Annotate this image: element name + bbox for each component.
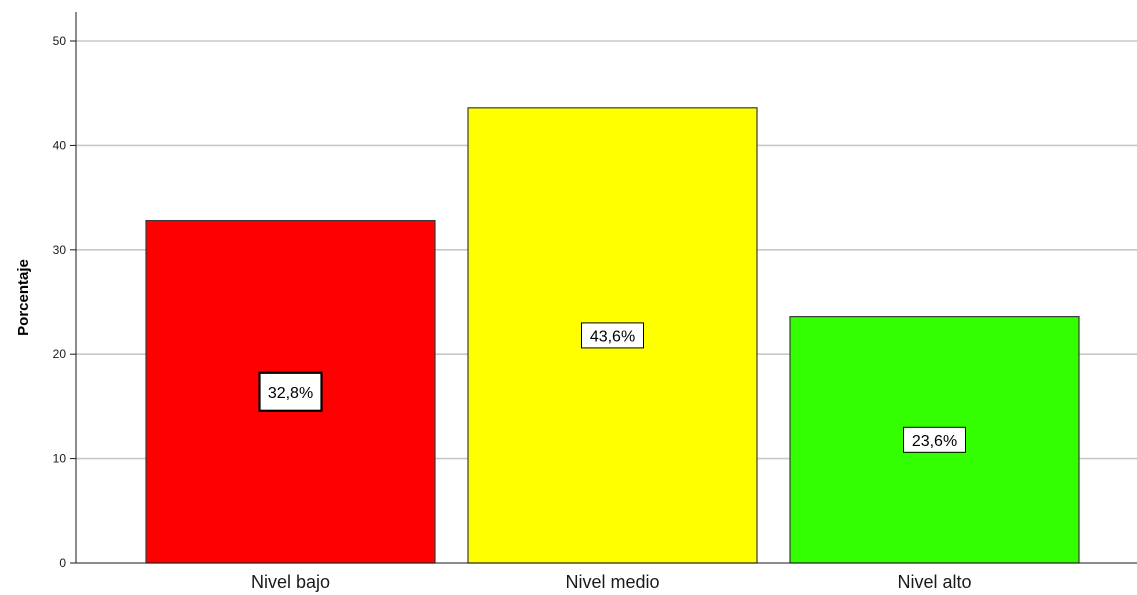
y-ticks: 0 10 20 30 40 50	[53, 34, 76, 570]
data-label: 23,6%	[912, 433, 957, 450]
bars	[145, 107, 1080, 564]
y-axis-title: Porcentaje	[15, 259, 32, 336]
y-tick-label: 0	[59, 556, 66, 570]
x-tick-labels: Nivel bajo Nivel medio Nivel alto	[251, 572, 972, 592]
data-labels: 32,8% 43,6% 23,6%	[258, 322, 966, 453]
data-label: 32,8%	[268, 385, 313, 402]
y-tick-label: 40	[53, 138, 67, 152]
y-tick-label: 30	[53, 243, 67, 257]
x-tick-label: Nivel medio	[565, 572, 659, 592]
x-tick-label: Nivel alto	[897, 572, 971, 592]
data-label-box	[258, 371, 323, 412]
y-tick-label: 10	[53, 452, 67, 466]
data-label-box	[903, 426, 966, 453]
data-label-box	[581, 322, 644, 349]
data-label: 43,6%	[590, 328, 635, 345]
x-tick-label: Nivel bajo	[251, 572, 330, 592]
axes	[75, 12, 1137, 564]
y-tick-label: 20	[53, 347, 67, 361]
y-tick-label: 50	[53, 34, 67, 48]
